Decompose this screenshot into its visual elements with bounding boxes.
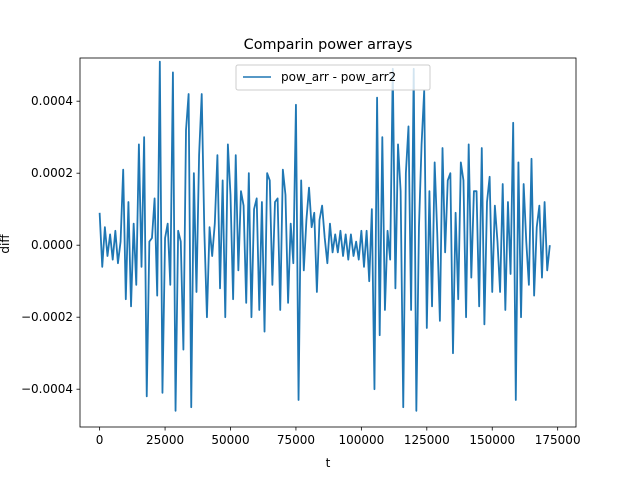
x-tick-label: 125000	[404, 433, 450, 447]
x-axis: 0 25000 50000 75000 100000 125000 150000 175000	[96, 427, 581, 447]
y-tick-label: −0.0002	[21, 310, 73, 324]
x-tick-label: 0	[96, 433, 104, 447]
x-tick-label: 175000	[535, 433, 581, 447]
y-tick-label: 0.0004	[31, 94, 73, 108]
chart-title: Comparin power arrays	[244, 37, 413, 53]
y-axis-label-container: diff	[0, 234, 12, 254]
plot-series-group	[98, 60, 551, 412]
y-tick-label: 0.0002	[31, 166, 73, 180]
y-axis: −0.0004 −0.0002 0.0000 0.0002 0.0004	[21, 94, 80, 396]
x-tick-label: 75000	[277, 433, 315, 447]
x-tick-label: 100000	[338, 433, 384, 447]
y-tick-label: 0.0000	[31, 238, 73, 252]
x-tick-label: 25000	[146, 433, 184, 447]
legend-box	[235, 64, 431, 91]
legend: pow_arr - pow_arr2	[235, 64, 431, 91]
y-axis-label: diff	[0, 234, 12, 254]
x-axis-label: t	[326, 456, 331, 470]
x-tick-label: 50000	[211, 433, 249, 447]
y-tick-label: −0.0004	[21, 382, 73, 396]
plot-frame	[79, 57, 577, 428]
series-line-0	[98, 60, 551, 412]
x-tick-label: 150000	[469, 433, 515, 447]
legend-label: pow_arr - pow_arr2	[281, 70, 396, 84]
